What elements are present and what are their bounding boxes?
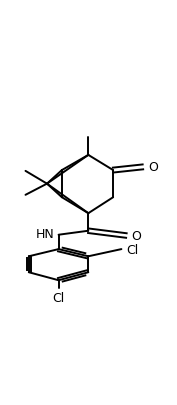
Text: Cl: Cl xyxy=(127,243,139,256)
Text: O: O xyxy=(132,230,141,243)
Text: Cl: Cl xyxy=(52,291,65,304)
Text: HN: HN xyxy=(35,228,54,241)
Text: O: O xyxy=(148,161,158,174)
